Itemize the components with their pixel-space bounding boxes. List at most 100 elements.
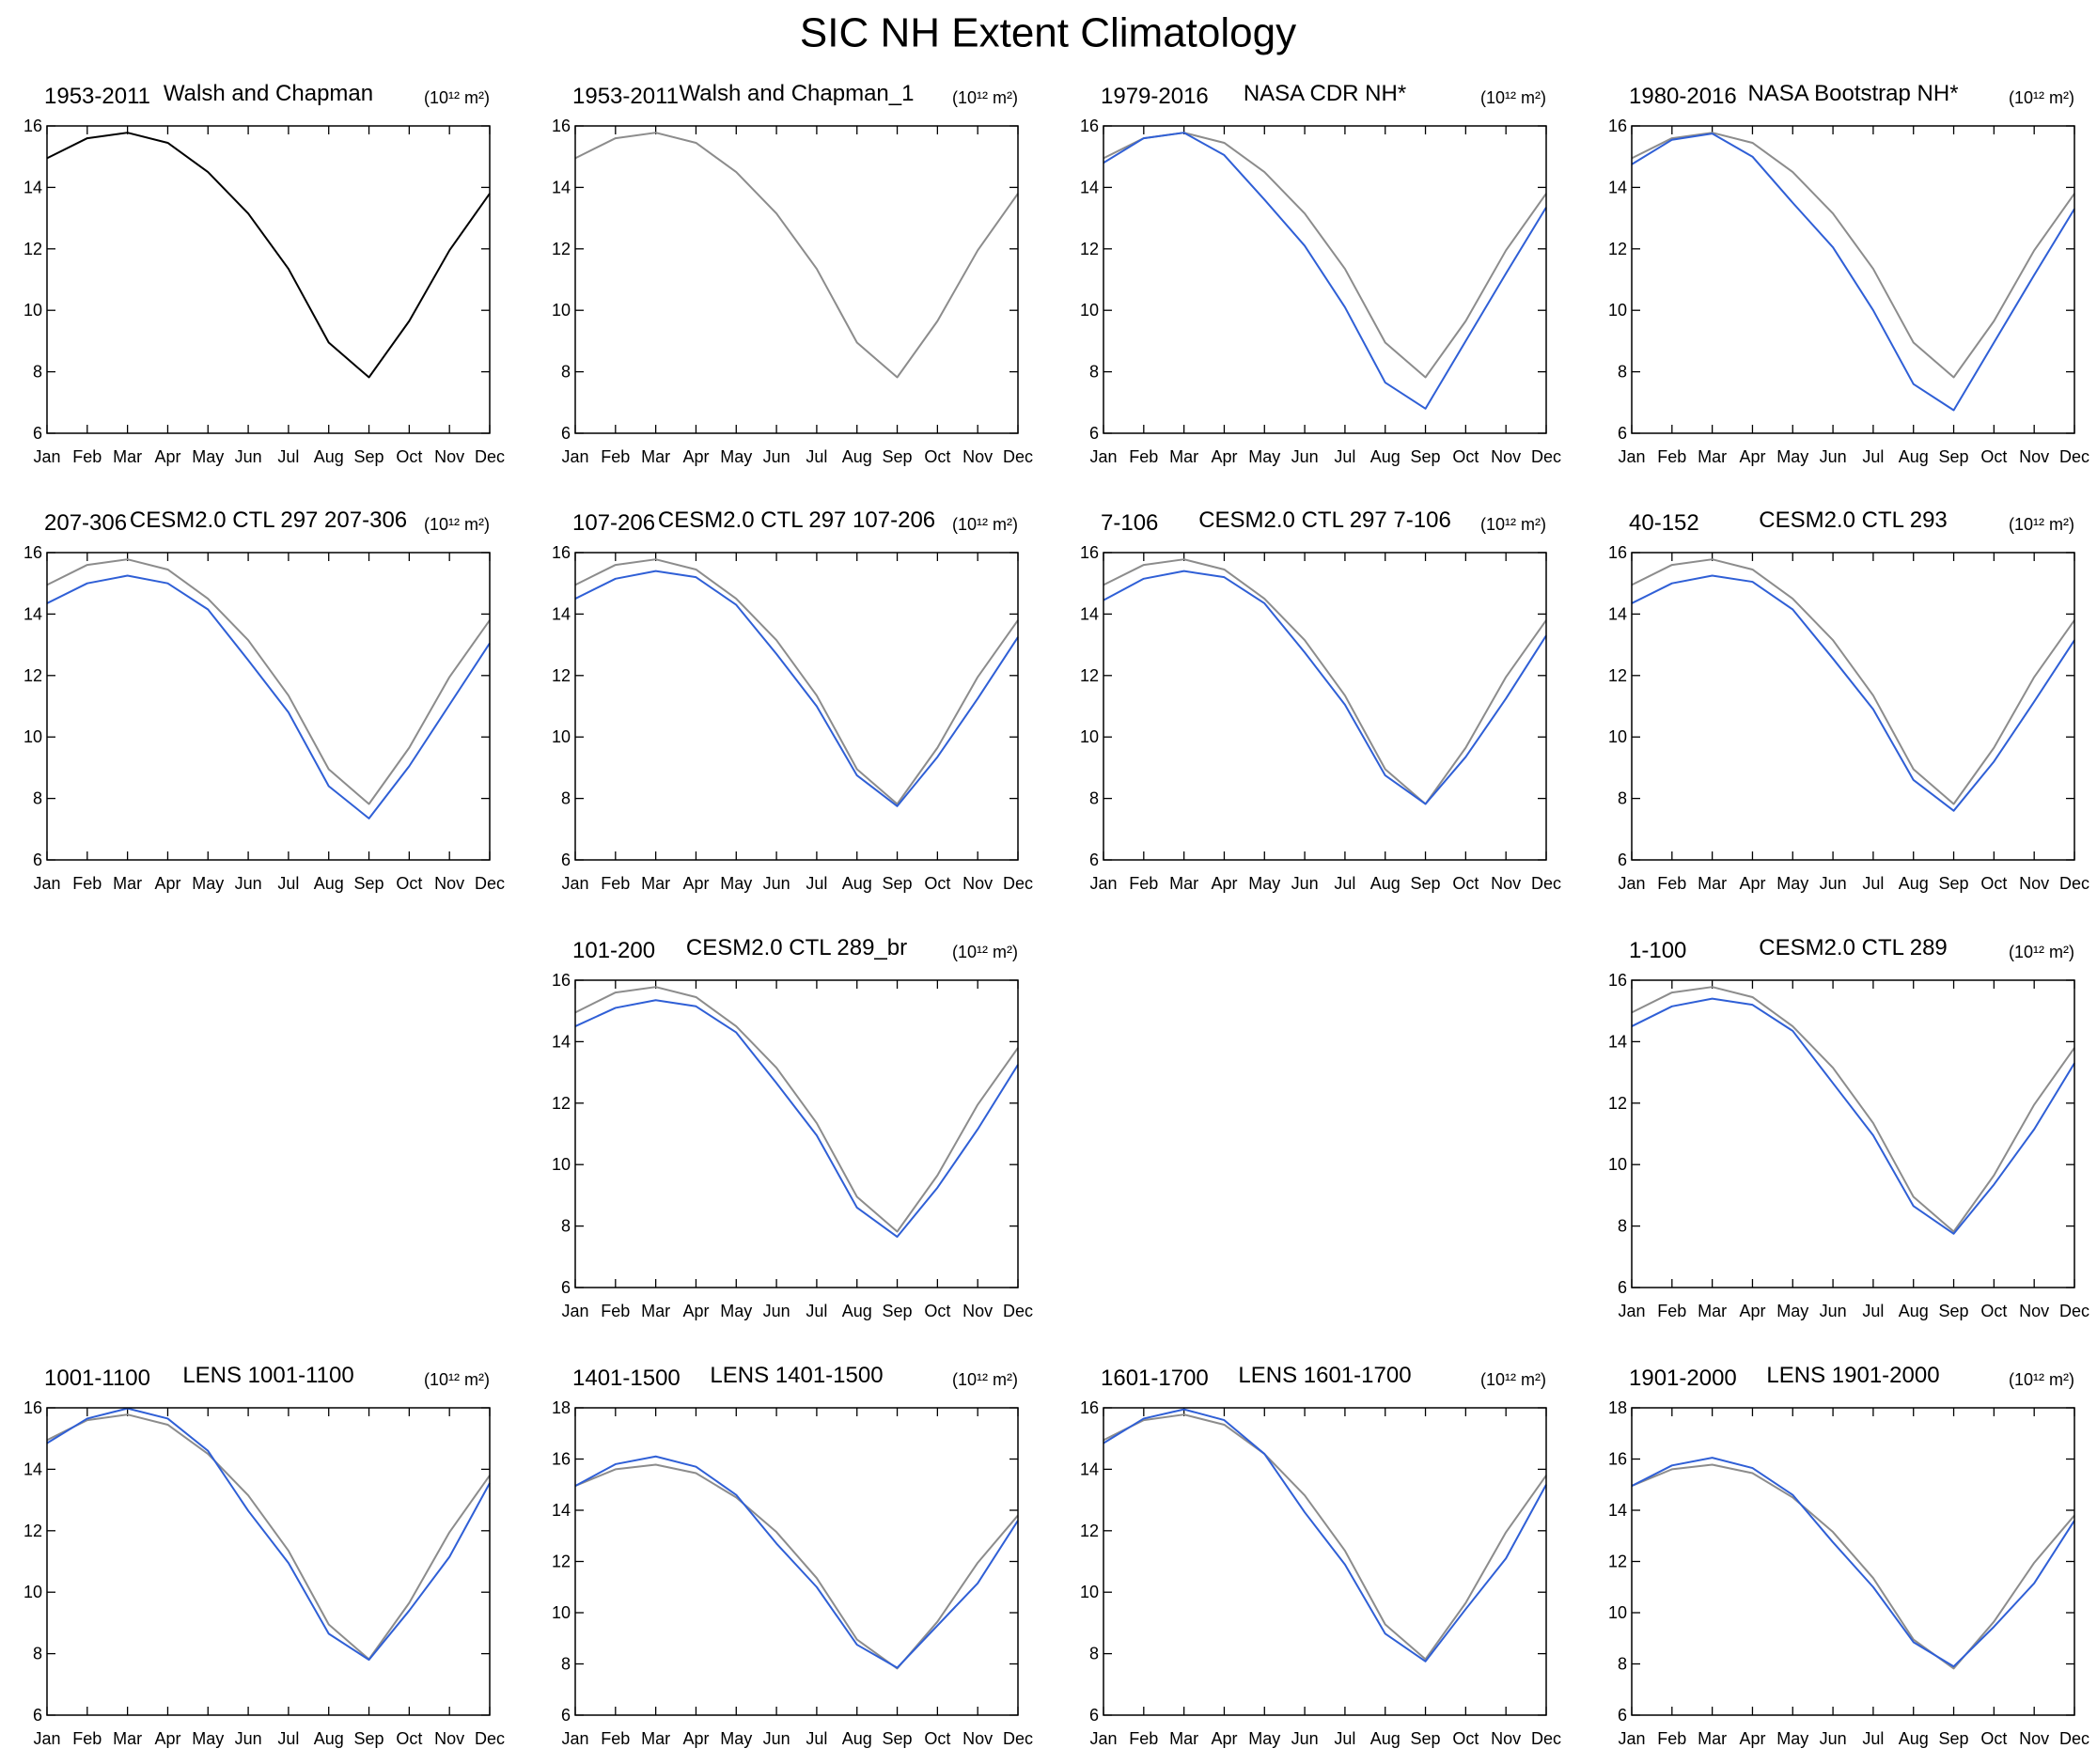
series-line [46, 1407, 491, 1662]
y-tick-label: 12 [1608, 1094, 1627, 1113]
x-tick-label: Jan [561, 1302, 588, 1320]
y-tick-label: 10 [552, 727, 571, 746]
x-tick-label: Jul [806, 447, 827, 466]
panel-title: CESM2.0 CTL 297 207-306 [130, 507, 407, 533]
plot-frame [574, 125, 1019, 434]
x-tick-label: Aug [842, 1302, 872, 1320]
x-tick-label: Oct [1452, 874, 1479, 893]
y-tick-label: 6 [1089, 424, 1099, 443]
panel: 1401-1500 LENS 1401-1500 (10¹² m²) 6 8 10 12 14… [552, 1363, 1033, 1748]
x-tick-label: Jul [806, 874, 827, 893]
panel: 1601-1700 LENS 1601-1700 (10¹² m²) 6 8 10 12 14… [1080, 1363, 1561, 1748]
plot-frame [1631, 979, 2075, 1288]
y-tick-label: 16 [23, 117, 42, 135]
panel: 1980-2016 NASA Bootstrap NH* (10¹² m²) 6 8 10… [1608, 81, 2089, 466]
y-tick-label: 12 [23, 666, 42, 685]
series-line [1631, 986, 2075, 1233]
series-line [1103, 1408, 1547, 1663]
y-tick-label: 14 [1608, 1501, 1627, 1520]
x-tick-label: Nov [434, 874, 464, 893]
x-tick-label: May [720, 447, 752, 466]
x-tick-label: Oct [396, 447, 422, 466]
x-tick-label: Jul [1862, 1729, 1884, 1748]
panel-title: CESM2.0 CTL 297 7-106 [1198, 507, 1451, 533]
x-tick-label: May [192, 447, 224, 466]
x-tick-label: Feb [601, 1302, 630, 1320]
x-tick-label: Dec [475, 1729, 505, 1748]
y-tick-label: 8 [1089, 363, 1099, 382]
x-tick-label: Jan [1089, 447, 1117, 466]
x-tick-label: Nov [434, 1729, 464, 1748]
x-tick-label: Dec [1003, 1302, 1033, 1320]
x-tick-label: Oct [1980, 1302, 2007, 1320]
x-tick-label: May [720, 1729, 752, 1748]
panel-left-title: 40-152 [1629, 510, 1699, 536]
x-tick-label: Jan [1618, 1729, 1645, 1748]
y-tick-label: 10 [1608, 301, 1627, 320]
x-tick-label: Jan [1618, 447, 1645, 466]
panel-title: LENS 1401-1500 [710, 1363, 883, 1388]
y-tick-label: 8 [561, 1217, 571, 1236]
x-tick-label: Sep [883, 1729, 913, 1748]
plot-frame [1103, 552, 1547, 861]
x-tick-label: Mar [1698, 1302, 1727, 1320]
panel-units: (10¹² m²) [1480, 88, 1546, 107]
x-tick-label: Apr [682, 874, 709, 893]
y-tick-label: 16 [23, 1398, 42, 1417]
panel-left-title: 1953-2011 [44, 84, 150, 109]
x-tick-label: Jul [277, 447, 299, 466]
x-tick-label: Sep [883, 874, 913, 893]
x-tick-label: Oct [1980, 1729, 2007, 1748]
y-tick-label: 14 [552, 178, 571, 196]
y-tick-label: 10 [23, 301, 42, 320]
y-tick-label: 8 [561, 789, 571, 808]
y-tick-label: 14 [552, 604, 571, 623]
panel: 207-306 CESM2.0 CTL 297 207-306 (10¹² m²) 6… [23, 507, 505, 893]
y-tick-label: 12 [552, 240, 571, 258]
y-tick-label: 8 [33, 363, 42, 382]
plot-frame [574, 1407, 1019, 1716]
y-tick-label: 12 [1080, 1522, 1099, 1540]
x-tick-label: Jul [806, 1302, 827, 1320]
plot-frame [1631, 552, 2075, 861]
x-tick-label: May [192, 874, 224, 893]
panel-units: (10¹² m²) [424, 515, 490, 534]
series-line [46, 574, 491, 820]
panel-units: (10¹² m²) [952, 943, 1018, 961]
y-tick-label: 16 [552, 1450, 571, 1469]
y-tick-label: 8 [33, 1645, 42, 1663]
x-tick-label: Dec [475, 874, 505, 893]
x-tick-label: Oct [396, 874, 422, 893]
y-tick-label: 10 [1608, 1155, 1627, 1174]
x-tick-label: May [1248, 874, 1280, 893]
x-tick-label: Jul [1334, 447, 1355, 466]
x-tick-label: Dec [2059, 874, 2089, 893]
panel: 1953-2011 Walsh and Chapman_1 (10¹² m²) 6 8 1… [552, 81, 1033, 466]
series-line [46, 558, 491, 805]
panel-units: (10¹² m²) [952, 515, 1018, 534]
x-tick-label: Aug [1899, 874, 1929, 893]
panel-units: (10¹² m²) [1480, 515, 1546, 534]
y-tick-label: 6 [561, 1706, 571, 1725]
y-tick-label: 10 [552, 1155, 571, 1174]
x-tick-label: Nov [962, 447, 993, 466]
plot-frame [46, 1407, 491, 1716]
x-tick-label: Jul [1862, 1302, 1884, 1320]
x-tick-label: Jan [33, 447, 60, 466]
y-tick-label: 16 [552, 971, 571, 990]
x-tick-label: Oct [924, 874, 950, 893]
y-tick-label: 14 [23, 1460, 42, 1478]
x-tick-label: Nov [1491, 1729, 1521, 1748]
series-line [1631, 997, 2075, 1235]
y-tick-label: 14 [1080, 604, 1099, 623]
panel-left-title: 1-100 [1629, 938, 1686, 963]
y-tick-label: 12 [1608, 666, 1627, 685]
x-tick-label: May [720, 1302, 752, 1320]
x-tick-label: Jan [1618, 1302, 1645, 1320]
panel-left-title: 1953-2011 [572, 84, 679, 109]
x-tick-label: Dec [1531, 1729, 1561, 1748]
x-tick-label: Sep [1411, 874, 1441, 893]
x-tick-label: Apr [1211, 874, 1237, 893]
panel: 1901-2000 LENS 1901-2000 (10¹² m²) 6 8 10 12 14… [1608, 1363, 2089, 1748]
x-tick-label: Jan [1089, 1729, 1117, 1748]
